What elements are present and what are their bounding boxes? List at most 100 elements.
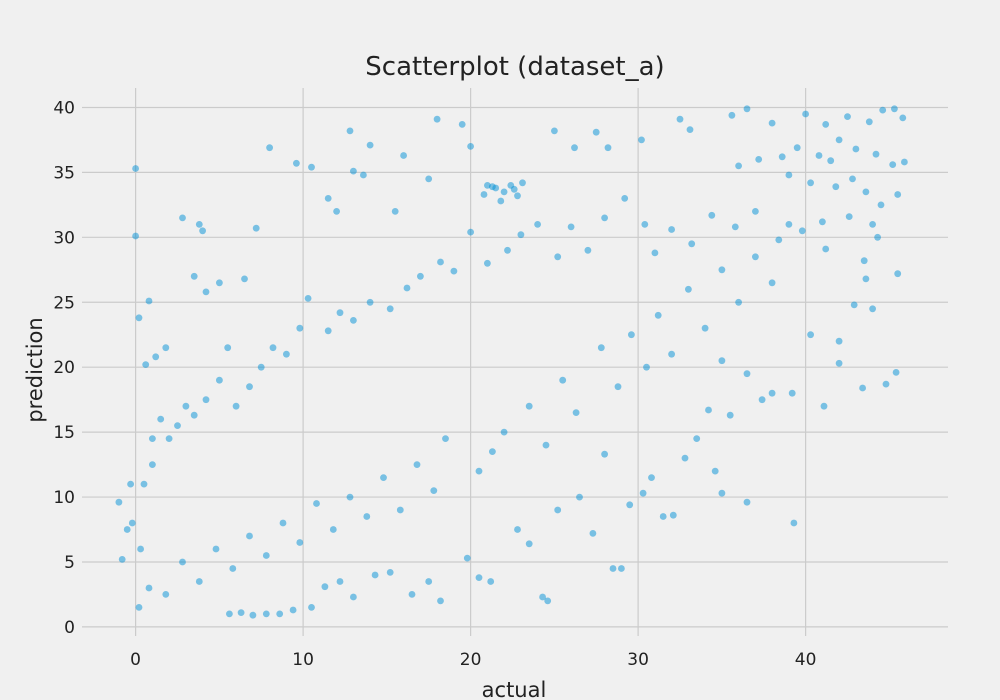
data-point: [437, 258, 444, 266]
data-point: [768, 119, 776, 127]
data-point: [149, 435, 156, 442]
data-point: [386, 569, 394, 576]
data-point: [609, 565, 617, 572]
data-point: [584, 246, 592, 254]
data-point: [752, 253, 759, 261]
data-point: [618, 565, 625, 572]
data-point: [128, 519, 136, 527]
data-point: [396, 506, 404, 514]
data-point: [758, 396, 766, 404]
data-point: [832, 183, 840, 191]
data-point: [489, 183, 496, 191]
data-point: [425, 175, 433, 183]
data-point: [252, 224, 260, 232]
data-point: [643, 363, 650, 371]
data-point: [559, 376, 567, 384]
data-point: [360, 171, 367, 179]
data-point: [731, 223, 739, 231]
data-point: [668, 350, 675, 358]
chart-title: Scatterplot (dataset_a): [365, 52, 664, 82]
data-point: [659, 513, 667, 520]
data-point: [551, 127, 558, 135]
data-point: [276, 610, 284, 618]
data-point: [174, 422, 181, 429]
data-point: [534, 221, 541, 228]
data-point: [140, 480, 148, 488]
data-point: [350, 593, 357, 601]
data-point: [860, 257, 868, 265]
data-point: [262, 610, 270, 618]
data-point: [232, 402, 240, 410]
data-point: [504, 246, 511, 254]
data-point: [576, 493, 583, 501]
data-point: [346, 127, 354, 135]
data-point: [820, 402, 828, 410]
data-point: [425, 578, 433, 585]
data-point: [899, 114, 907, 122]
data-point: [894, 191, 902, 198]
data-point: [686, 126, 694, 133]
data-point: [788, 389, 796, 397]
data-point: [874, 233, 881, 241]
data-point: [654, 311, 662, 319]
data-point: [135, 604, 143, 611]
data-point: [336, 309, 344, 317]
data-point: [743, 370, 751, 378]
data-point: [403, 284, 411, 292]
data-point: [118, 556, 126, 563]
data-point: [145, 584, 153, 592]
data-point: [127, 480, 134, 488]
data-point: [544, 597, 552, 605]
data-point: [718, 357, 726, 365]
data-point: [296, 539, 304, 546]
data-point: [835, 337, 843, 345]
data-point: [862, 188, 870, 196]
data-point: [289, 606, 297, 614]
data-point: [718, 489, 726, 497]
data-point: [849, 175, 856, 183]
data-point: [807, 331, 814, 339]
y-tick-label: 30: [53, 228, 75, 248]
data-point: [601, 214, 608, 222]
data-point: [162, 344, 170, 352]
data-points: [115, 105, 908, 619]
data-point: [850, 301, 858, 309]
data-point: [554, 253, 562, 261]
data-point: [638, 136, 645, 144]
x-axis-label: actual: [482, 678, 547, 700]
data-point: [819, 218, 826, 226]
data-point: [262, 552, 270, 559]
x-tick-label: 40: [795, 650, 817, 670]
data-point: [604, 144, 612, 152]
data-point: [807, 179, 814, 187]
data-point: [450, 267, 458, 275]
data-point: [688, 240, 696, 248]
data-point: [571, 144, 578, 152]
data-point: [775, 236, 783, 244]
data-point: [391, 208, 399, 215]
data-point: [226, 610, 233, 618]
data-point: [735, 162, 742, 170]
data-point: [539, 593, 546, 601]
data-point: [554, 506, 562, 514]
data-point: [463, 554, 471, 562]
data-point: [433, 115, 441, 123]
data-point: [237, 609, 245, 616]
y-axis-label: prediction: [23, 317, 47, 422]
data-point: [413, 461, 421, 468]
data-point: [597, 344, 605, 352]
data-point: [137, 545, 145, 553]
data-point: [735, 298, 742, 306]
data-point: [701, 324, 709, 332]
data-point: [475, 467, 483, 475]
data-point: [614, 383, 622, 391]
data-point: [152, 353, 160, 361]
data-point: [510, 185, 518, 193]
data-point: [693, 435, 701, 442]
data-point: [216, 376, 223, 384]
data-point: [489, 448, 496, 455]
data-point: [726, 411, 734, 419]
data-point: [802, 110, 809, 118]
data-point: [313, 500, 320, 507]
